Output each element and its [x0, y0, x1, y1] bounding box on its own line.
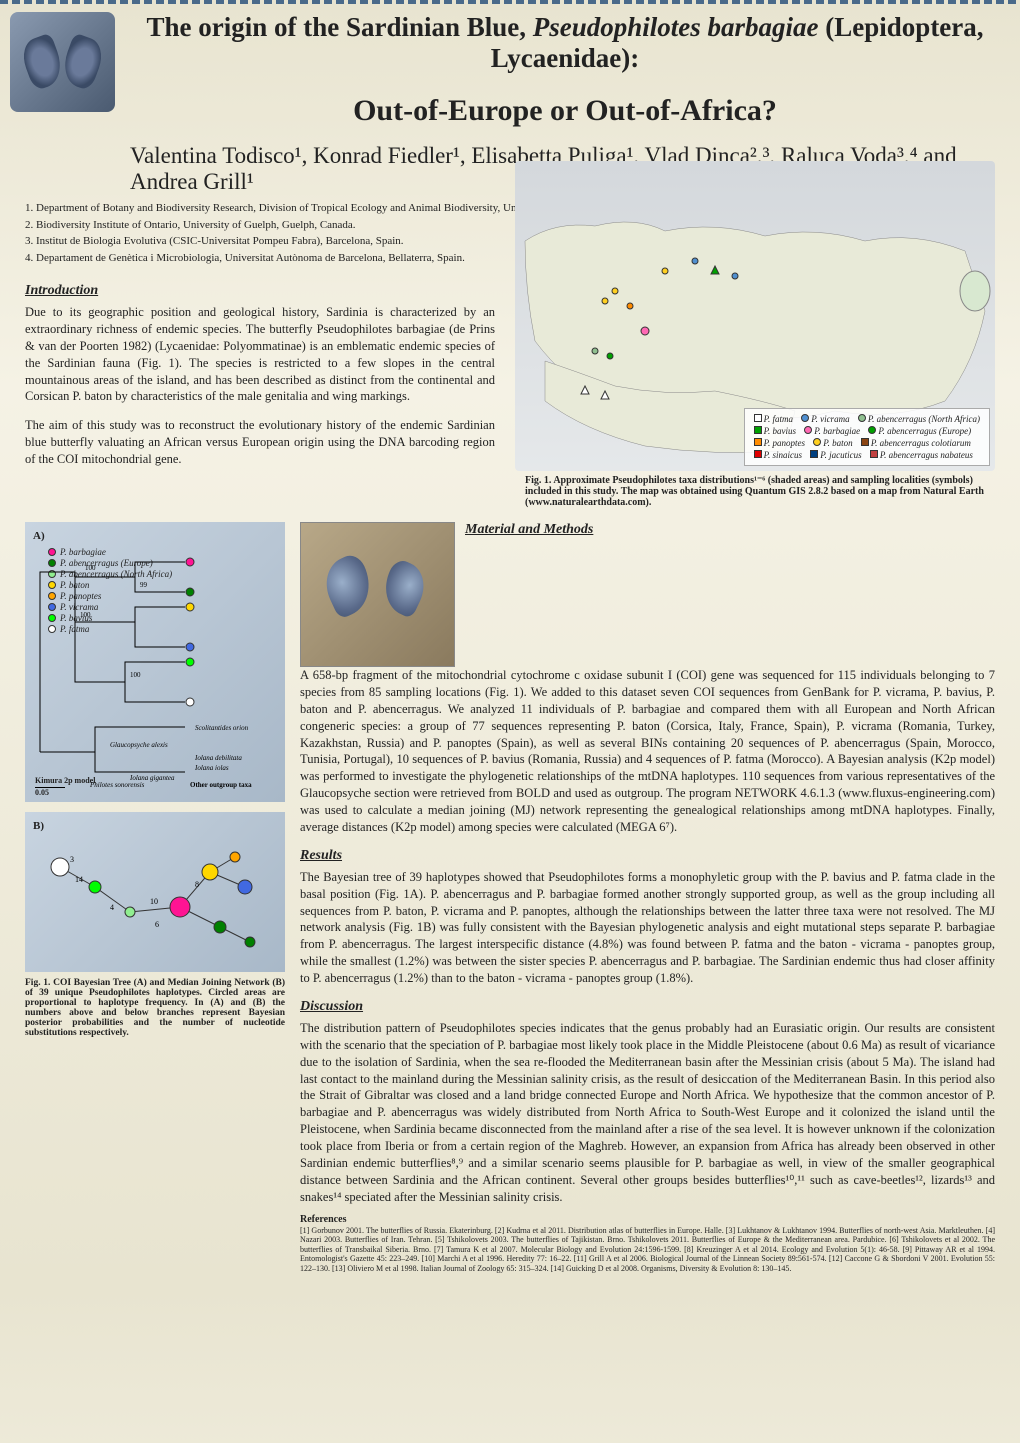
material-methods-header-area: Material and Methods: [465, 522, 995, 667]
phylo-tree-svg: 100 99 100 100 Scolitantides orion Glauc…: [35, 552, 275, 792]
main-title: The origin of the Sardinian Blue, Pseudo…: [130, 12, 1000, 74]
intro-title: Introduction: [25, 283, 495, 299]
ref-body: [1] Gorbunov 2001. The butterflies of Ru…: [300, 1226, 995, 1274]
bayesian-tree-panel: A) P. barbagiae P. abencerragus (Europe)…: [25, 522, 285, 802]
distribution-map: P. fatma P. vicrama P. abencerragus (Nor…: [515, 161, 995, 471]
map-caption: Fig. 1. Approximate Pseudophilotes taxa …: [515, 471, 995, 512]
results-text: The Bayesian tree of 39 haplotypes showe…: [300, 869, 995, 987]
svg-text:Philotes sonorensis: Philotes sonorensis: [89, 781, 145, 789]
results-title: Results: [300, 848, 995, 864]
mm-title: Material and Methods: [465, 522, 995, 538]
intro-p2: The aim of this study was to reconstruct…: [25, 417, 495, 468]
svg-text:Glaucopsyche alexis: Glaucopsyche alexis: [110, 741, 168, 749]
middle-row: A) P. barbagiae P. abencerragus (Europe)…: [25, 522, 995, 1273]
network-svg: 3 14 4 10 6 8: [33, 832, 277, 972]
svg-text:100: 100: [80, 611, 91, 619]
ref-title: References: [300, 1214, 995, 1226]
discussion-title: Discussion: [300, 999, 995, 1015]
svg-text:14: 14: [75, 875, 83, 884]
subtitle: Out-of-Europe or Out-of-Africa?: [130, 94, 1000, 128]
butterfly-photo: [300, 522, 455, 667]
title-species: Pseudophilotes barbagiae: [533, 12, 826, 42]
svg-text:6: 6: [155, 920, 159, 929]
tree-scale-label: Kimura 2p model: [35, 776, 95, 785]
references: References [1] Gorbunov 2001. The butter…: [300, 1214, 995, 1274]
tree-scale-val: 0.05: [35, 788, 95, 797]
intro-p1: Due to its geographic position and geolo…: [25, 304, 495, 405]
text-column: Material and Methods A 658-bp fragment o…: [300, 522, 995, 1273]
panel-b-label: B): [33, 820, 44, 832]
fig1-caption: Fig. 1. COI Bayesian Tree (A) and Median…: [25, 978, 285, 1038]
figure-column: A) P. barbagiae P. abencerragus (Europe)…: [25, 522, 285, 1273]
body-content: Introduction Due to its geographic posit…: [0, 271, 1020, 1288]
introduction-section: Introduction Due to its geographic posit…: [25, 271, 495, 512]
legend-row: P. fatma P. vicrama P. abencerragus (Nor…: [751, 413, 983, 425]
legend-row: P. bavius P. barbagiae P. abencerragus (…: [751, 425, 983, 437]
top-row: Introduction Due to its geographic posit…: [25, 271, 995, 512]
legend-row: P. panoptes P. baton P. abencerragus col…: [751, 437, 983, 449]
mm-text: A 658-bp fragment of the mitochondrial c…: [300, 667, 995, 836]
svg-text:8: 8: [195, 880, 199, 889]
svg-text:Other outgroup taxa: Other outgroup taxa: [190, 781, 252, 789]
butterfly-logo-image: [10, 12, 115, 112]
legend-row: P. sinaicus P. jacuticus P. abencerragus…: [751, 449, 983, 461]
svg-text:Iolana iolas: Iolana iolas: [194, 764, 229, 772]
svg-text:100: 100: [85, 564, 96, 572]
svg-text:10: 10: [150, 897, 158, 906]
network-panel: B): [25, 812, 285, 972]
panel-a-label: A): [33, 530, 45, 542]
map-legend: P. fatma P. vicrama P. abencerragus (Nor…: [744, 408, 990, 466]
svg-text:Iolana debilitata: Iolana debilitata: [194, 754, 242, 762]
svg-text:4: 4: [110, 903, 114, 912]
svg-text:Scolitantides orion: Scolitantides orion: [195, 724, 249, 732]
svg-text:3: 3: [70, 855, 74, 864]
discussion-text: The distribution pattern of Pseudophilot…: [300, 1020, 995, 1206]
svg-text:100: 100: [130, 671, 141, 679]
map-area: P. fatma P. vicrama P. abencerragus (Nor…: [515, 161, 995, 512]
title-part-1: The origin of the Sardinian Blue,: [146, 12, 532, 42]
svg-text:99: 99: [140, 581, 148, 589]
